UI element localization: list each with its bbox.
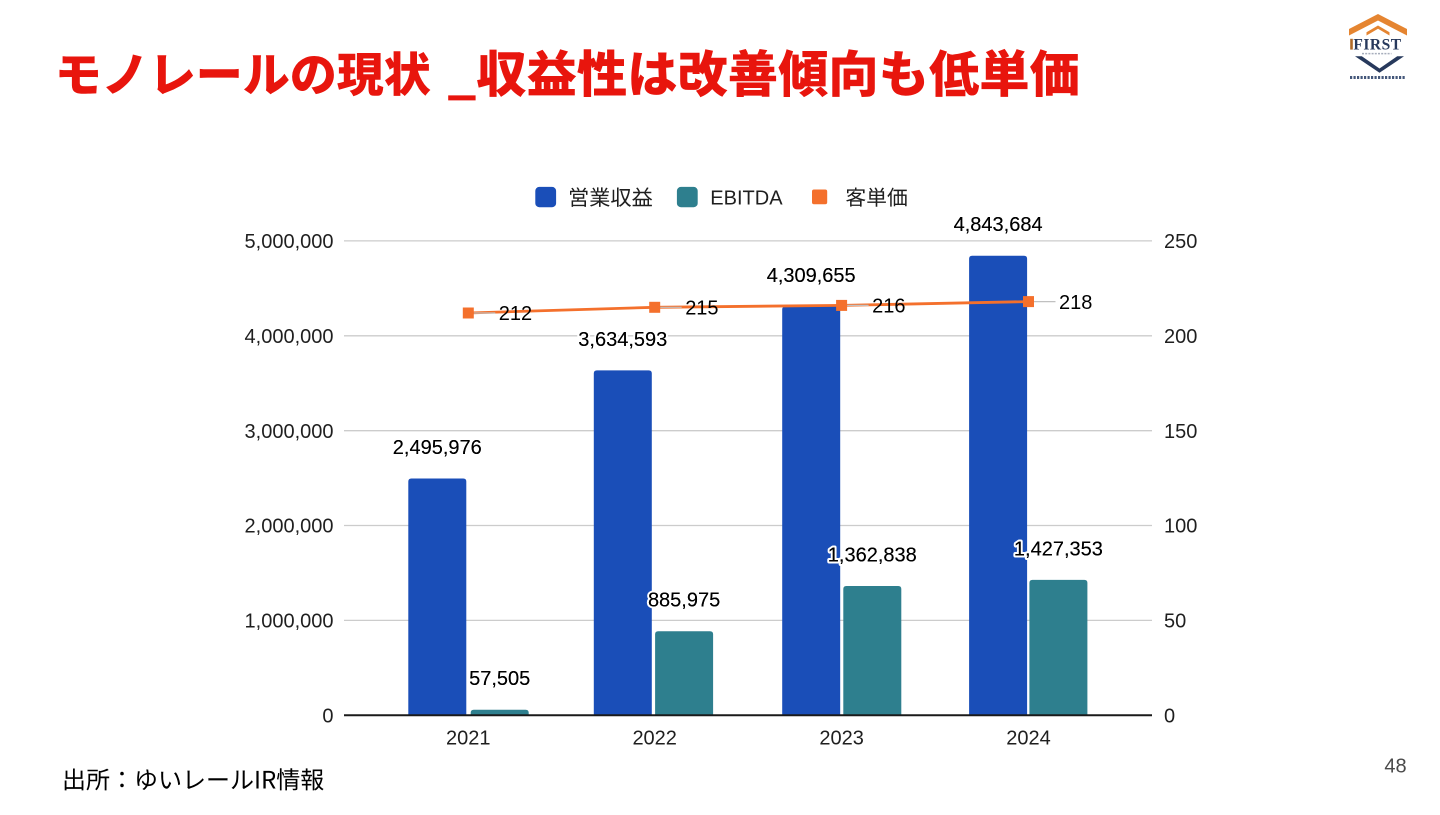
svg-text:57,505: 57,505 [469,668,530,690]
svg-text:57,505: 57,505 [469,668,530,690]
svg-text:1,362,838: 1,362,838 [828,544,917,566]
svg-text:0: 0 [322,706,333,728]
svg-text:100: 100 [1164,516,1197,538]
svg-text:5,000,000: 5,000,000 [245,231,334,253]
svg-text:212: 212 [499,303,532,325]
svg-text:250: 250 [1164,231,1197,253]
svg-text:EBITDA: EBITDA [710,187,783,209]
svg-text:215: 215 [685,298,718,320]
svg-text:3,000,000: 3,000,000 [245,421,334,443]
svg-text:1,427,353: 1,427,353 [1014,538,1103,560]
svg-text:216: 216 [872,296,905,318]
svg-text:1,000,000: 1,000,000 [245,611,334,633]
svg-text:2024: 2024 [1006,728,1051,750]
svg-text:0: 0 [1164,706,1175,728]
svg-text:200: 200 [1164,326,1197,348]
svg-text:4,843,684: 4,843,684 [954,214,1043,236]
svg-text:1,362,838: 1,362,838 [828,544,917,566]
svg-text:885,975: 885,975 [648,590,720,612]
svg-text:2023: 2023 [819,728,864,750]
svg-text:2,000,000: 2,000,000 [245,516,334,538]
svg-text:4,309,655: 4,309,655 [767,265,856,287]
svg-text:2,495,976: 2,495,976 [393,437,482,459]
svg-text:150: 150 [1164,421,1197,443]
svg-text:4,843,684: 4,843,684 [954,214,1043,236]
svg-text:FIRST: FIRST [1353,37,1401,54]
svg-text:48: 48 [1384,756,1406,778]
svg-text:218: 218 [1059,292,1092,314]
svg-text:885,975: 885,975 [648,590,720,612]
svg-text:2,495,976: 2,495,976 [393,437,482,459]
svg-text:4,000,000: 4,000,000 [245,326,334,348]
svg-text:4,309,655: 4,309,655 [767,265,856,287]
svg-text:50: 50 [1164,611,1186,633]
svg-text:3,634,593: 3,634,593 [578,329,667,351]
svg-text:1,427,353: 1,427,353 [1014,538,1103,560]
svg-text:2021: 2021 [446,728,491,750]
svg-text:3,634,593: 3,634,593 [578,329,667,351]
svg-text:2022: 2022 [632,728,677,750]
